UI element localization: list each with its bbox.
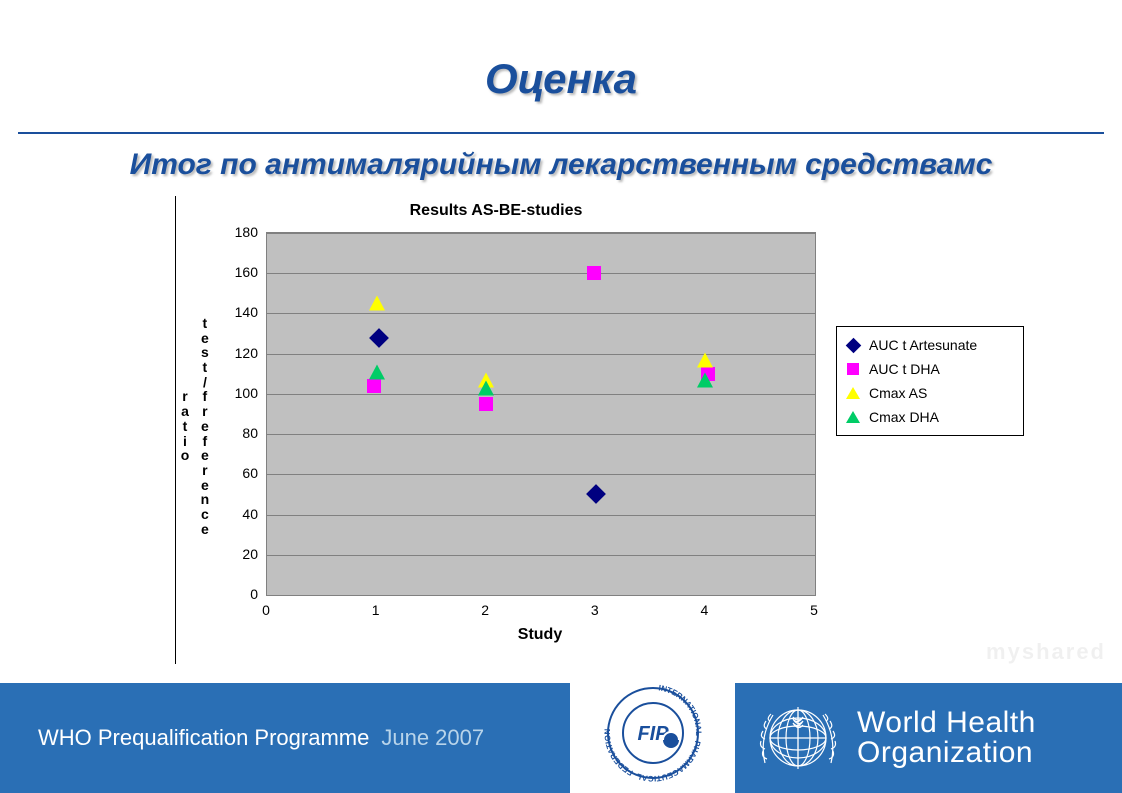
page-subtitle: Итог по антималярийным лекарственным сре… [0, 148, 1122, 182]
legend-label: Cmax DHA [869, 409, 939, 425]
gridline [267, 515, 815, 516]
legend-label: Cmax AS [869, 385, 927, 401]
y-tick-label: 180 [226, 224, 258, 240]
y-tick-label: 60 [226, 465, 258, 481]
chart-title: Results AS-BE-studies [176, 202, 816, 220]
gridline [267, 354, 815, 355]
x-tick-label: 3 [591, 602, 599, 618]
y-tick-label: 160 [226, 264, 258, 280]
y-tick-label: 100 [226, 385, 258, 401]
x-tick-label: 4 [700, 602, 708, 618]
gridline [267, 313, 815, 314]
who-org-name: World Health Organization [857, 708, 1036, 768]
who-line1: World Health [857, 706, 1036, 739]
y-tick-label: 0 [226, 586, 258, 602]
footer-left-bar: WHO Prequalification Programme June 2007 [0, 683, 570, 793]
data-point [369, 364, 385, 379]
gridline [267, 394, 815, 395]
gridline [267, 273, 815, 274]
data-point [367, 379, 381, 393]
who-logo-icon [753, 693, 843, 783]
legend-item: Cmax DHA [843, 405, 1017, 429]
data-point [586, 485, 606, 505]
footer-right-bar: World Health Organization [735, 683, 1122, 793]
plot-area [266, 232, 816, 596]
gridline [267, 474, 815, 475]
watermark: myshared [986, 639, 1106, 665]
x-tick-label: 5 [810, 602, 818, 618]
x-tick-label: 0 [262, 602, 270, 618]
x-tick-label: 1 [372, 602, 380, 618]
legend-marker-icon [845, 361, 861, 377]
data-point [479, 397, 493, 411]
y-tick-label: 140 [226, 304, 258, 320]
legend-item: AUC t Artesunate [843, 333, 1017, 357]
who-line2: Organization [857, 738, 1036, 768]
x-axis-label: Study [266, 626, 814, 644]
legend-marker-icon [845, 409, 861, 425]
data-point [587, 266, 601, 280]
y-tick-label: 20 [226, 546, 258, 562]
y-axis-label: ratio test/freference [178, 316, 212, 536]
programme-label: WHO Prequalification Programme [38, 725, 369, 751]
legend-marker-icon [845, 385, 861, 401]
legend-item: Cmax AS [843, 381, 1017, 405]
data-point [697, 352, 713, 367]
data-point [369, 296, 385, 311]
data-point [369, 328, 389, 348]
y-tick-label: 80 [226, 425, 258, 441]
chart-container: Results AS-BE-studies ratio test/frefere… [175, 196, 1037, 664]
x-tick-label: 2 [481, 602, 489, 618]
legend: AUC t Artesunate AUC t DHA Cmax AS Cmax DHA [836, 326, 1024, 436]
legend-item: AUC t DHA [843, 357, 1017, 381]
fip-logo-icon: INTERNATIONAL PHARMACEUTICAL FEDERATION … [593, 678, 713, 788]
y-tick-label: 40 [226, 506, 258, 522]
data-point [478, 380, 494, 395]
gridline [267, 233, 815, 234]
footer-date: June 2007 [381, 725, 484, 751]
gridline [267, 555, 815, 556]
page-title: Оценка [0, 55, 1122, 103]
gridline [267, 434, 815, 435]
title-divider [18, 132, 1104, 134]
footer-fip-logo: INTERNATIONAL PHARMACEUTICAL FEDERATION … [575, 673, 730, 793]
data-point [697, 372, 713, 387]
legend-label: AUC t Artesunate [869, 337, 977, 353]
legend-marker-icon [845, 337, 861, 353]
y-tick-label: 120 [226, 345, 258, 361]
legend-label: AUC t DHA [869, 361, 940, 377]
